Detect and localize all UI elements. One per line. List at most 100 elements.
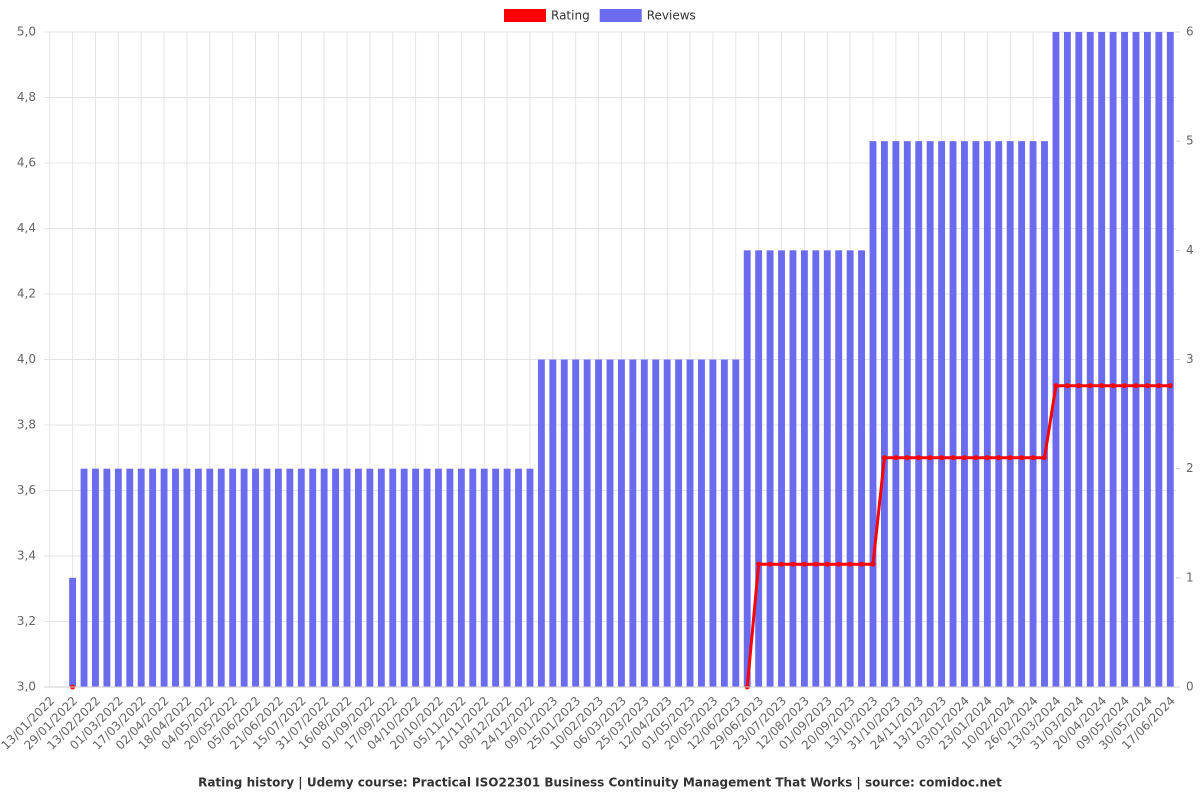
line-point (1064, 383, 1070, 389)
bar (400, 468, 408, 687)
bar (92, 468, 99, 687)
bar (1052, 32, 1060, 687)
line-point (813, 561, 819, 567)
bar (435, 468, 442, 687)
bar (995, 141, 1003, 687)
y-tick-label: 4,8 (17, 90, 36, 104)
bar (1166, 32, 1174, 687)
line-point (824, 561, 830, 567)
bar (309, 468, 317, 687)
bar (69, 577, 77, 687)
line-point (1122, 383, 1128, 389)
bar (1143, 32, 1151, 687)
bar (480, 468, 488, 687)
bar (869, 141, 877, 687)
bar (423, 468, 431, 687)
bar (252, 468, 259, 687)
bar (583, 359, 591, 687)
bar (618, 359, 625, 687)
bar (126, 468, 134, 687)
bar (469, 468, 477, 687)
y-tick-label: 4,6 (17, 156, 36, 170)
y2-tick-label: 6 (1186, 25, 1194, 39)
line-point (950, 455, 956, 461)
y2-tick-label: 5 (1186, 134, 1194, 148)
bar (503, 468, 511, 687)
bar (698, 359, 705, 687)
y-tick-label: 4,4 (17, 221, 36, 235)
y-tick-label: 5,0 (17, 25, 36, 39)
bar (206, 468, 214, 687)
bar (80, 468, 88, 687)
chart-title: Rating history | Udemy course: Practical… (198, 776, 1002, 790)
bar (457, 468, 465, 687)
line-point (893, 455, 899, 461)
bar (880, 141, 888, 687)
legend-label: Rating (551, 9, 590, 23)
line-point (904, 455, 910, 461)
y-tick-label: 4,0 (17, 352, 36, 366)
y-tick-label: 3,0 (17, 680, 36, 694)
bar (149, 468, 157, 687)
line-point (984, 455, 990, 461)
bar (183, 468, 191, 687)
line-point (973, 455, 979, 461)
bar (229, 468, 237, 687)
line (745, 384, 1171, 688)
bar (263, 468, 271, 687)
bar (595, 359, 602, 687)
labels: 3,0 3,2 3,4 3,6 3,8 4,0 4,2 4,4 4,6 4,8 5,0 0 1 2 3 4 5 6… (0, 9, 1194, 753)
bar (652, 359, 660, 687)
bar (1063, 32, 1071, 687)
legend-label: Reviews (647, 9, 696, 23)
y-tick-label: 3,2 (17, 614, 36, 628)
line-point (939, 455, 945, 461)
line-point (1087, 383, 1093, 389)
line-point (836, 561, 842, 567)
line-point (790, 561, 796, 567)
bar (274, 468, 282, 687)
bar (515, 468, 522, 687)
bar (789, 250, 797, 688)
y-tick-label: 3,6 (17, 483, 36, 497)
bar (1098, 32, 1106, 687)
line-point (961, 455, 967, 461)
bar (377, 468, 385, 687)
bar (800, 250, 808, 688)
y2-tick-label: 0 (1186, 680, 1194, 694)
bar (606, 359, 614, 687)
bar (103, 468, 111, 687)
bar (926, 141, 934, 687)
bar (560, 359, 568, 687)
bar (766, 250, 774, 688)
line-point (870, 561, 876, 567)
bar (1109, 32, 1117, 687)
line-point (927, 455, 933, 461)
bar (572, 359, 580, 687)
line-point (916, 455, 922, 461)
bar (835, 250, 843, 688)
bar (823, 250, 831, 688)
bar (903, 141, 911, 687)
y2-tick-label: 1 (1186, 570, 1194, 584)
line-point (1019, 455, 1025, 461)
line-point (779, 561, 785, 567)
bar (972, 141, 980, 687)
bar (297, 468, 305, 687)
bar (355, 468, 362, 687)
bar (915, 141, 923, 687)
bar (949, 141, 957, 687)
bar (640, 359, 648, 687)
bar (194, 468, 202, 687)
line-point (1076, 383, 1082, 389)
line-point (1144, 383, 1150, 389)
bar (1006, 141, 1014, 687)
bar (709, 359, 717, 687)
bar (743, 250, 751, 688)
line-point (1030, 455, 1036, 461)
line-point (1167, 383, 1173, 389)
bar (846, 250, 854, 688)
bar (1041, 141, 1048, 687)
